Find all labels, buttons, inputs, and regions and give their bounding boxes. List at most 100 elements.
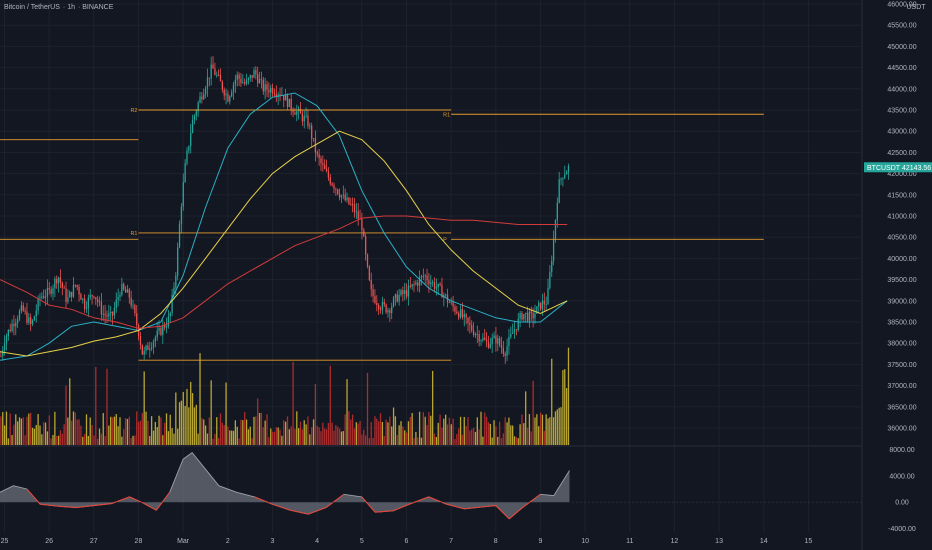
volume-bar <box>262 427 264 445</box>
volume-bar <box>0 416 2 445</box>
candle-body <box>93 296 95 298</box>
volume-bar <box>487 422 490 445</box>
candle-body <box>193 115 196 120</box>
volume-bar <box>59 430 62 445</box>
candle-body <box>387 310 389 313</box>
volume-bar <box>28 413 30 445</box>
volume-bar <box>387 422 389 445</box>
price-tick-label: 45000.00 <box>887 44 916 51</box>
time-tick-label: 15 <box>805 538 813 545</box>
candle-body <box>150 347 153 349</box>
volume-pane <box>0 347 570 445</box>
volume-bar <box>76 419 78 445</box>
candle-body <box>351 204 354 205</box>
volume-bar <box>128 416 130 445</box>
candle-body <box>33 316 36 321</box>
volume-bar <box>422 412 424 445</box>
volume-bar <box>13 424 15 445</box>
time-tick-label: 26 <box>45 538 53 545</box>
volume-bar <box>80 425 82 445</box>
volume-bar <box>16 421 19 445</box>
volume-bar <box>39 425 41 445</box>
candle-body <box>214 68 216 75</box>
volume-bar <box>52 434 54 445</box>
oscillator-negative-segment <box>129 496 144 504</box>
time-tick-label: 14 <box>760 538 768 545</box>
volume-bar <box>560 407 562 445</box>
volume-bar <box>48 415 50 445</box>
volume-bar <box>547 418 549 445</box>
candle-body <box>229 96 231 102</box>
volume-bar <box>549 417 551 445</box>
candle-body <box>195 111 197 116</box>
candle-body <box>528 311 531 321</box>
time-tick-label: 12 <box>671 538 679 545</box>
candle-body <box>523 314 525 320</box>
volume-bar <box>145 411 147 445</box>
oscillator-negative-segment <box>93 503 112 507</box>
candle-body <box>61 282 63 288</box>
candle-body <box>413 284 415 285</box>
volume-bar <box>538 426 540 445</box>
candle-body <box>85 308 88 309</box>
price-tick-label: 39000.00 <box>887 298 916 305</box>
oscillator-negative-segment <box>40 503 59 507</box>
candle-body <box>132 305 134 307</box>
oscillator-negative-segment <box>142 502 157 511</box>
volume-bar <box>178 402 181 445</box>
volume-bar <box>452 418 454 445</box>
oscillator-negative-segment <box>428 496 447 505</box>
volume-bar <box>44 422 47 445</box>
time-tick-label: 13 <box>715 538 723 545</box>
candle-body <box>275 94 277 97</box>
volume-bar <box>3 425 6 445</box>
oscillator-negative-segment <box>361 496 376 513</box>
candle-body <box>296 111 298 115</box>
volume-bar <box>9 413 11 445</box>
price-tick-label: 38000.00 <box>887 341 916 348</box>
volume-bar <box>124 418 127 445</box>
candle-body <box>236 74 238 80</box>
candle-body <box>463 314 465 318</box>
candle-body <box>35 310 37 317</box>
candle-body <box>472 330 475 336</box>
volume-bar <box>446 424 449 445</box>
candle-body <box>279 94 281 96</box>
volume-bar <box>476 417 478 445</box>
candle-body <box>547 287 549 305</box>
volume-bar <box>87 435 90 445</box>
candle-body <box>240 78 242 83</box>
volume-bar <box>132 435 134 445</box>
candle-body <box>344 194 346 201</box>
volume-bar <box>74 412 76 445</box>
volume-bar <box>264 420 266 445</box>
volume-bar <box>333 430 335 445</box>
candle-body <box>418 277 421 286</box>
volume-bar <box>318 427 320 445</box>
volume-bar <box>558 407 560 445</box>
candle-body <box>152 341 155 348</box>
volume-bar <box>115 414 117 445</box>
volume-bar <box>346 379 348 445</box>
time-tick-label: 4 <box>315 538 319 545</box>
candle-body <box>329 177 331 184</box>
candle-body <box>357 211 359 219</box>
volume-bar <box>119 417 121 445</box>
candle-body <box>26 311 28 323</box>
volume-bar <box>123 429 125 445</box>
volume-bar <box>383 435 385 445</box>
candle-body <box>266 84 268 90</box>
candle-body <box>426 275 428 281</box>
oscillator-negative-segment <box>254 496 273 505</box>
candle-body <box>536 306 538 314</box>
volume-bar <box>565 388 568 445</box>
volume-bar <box>459 416 462 445</box>
exchange-label: BINANCE <box>82 4 114 11</box>
candle-body <box>474 334 477 336</box>
candle-body <box>270 87 272 93</box>
candle-body <box>39 297 41 299</box>
volume-bar <box>217 438 220 445</box>
volume-bar <box>35 424 37 445</box>
candle-body <box>458 313 460 318</box>
